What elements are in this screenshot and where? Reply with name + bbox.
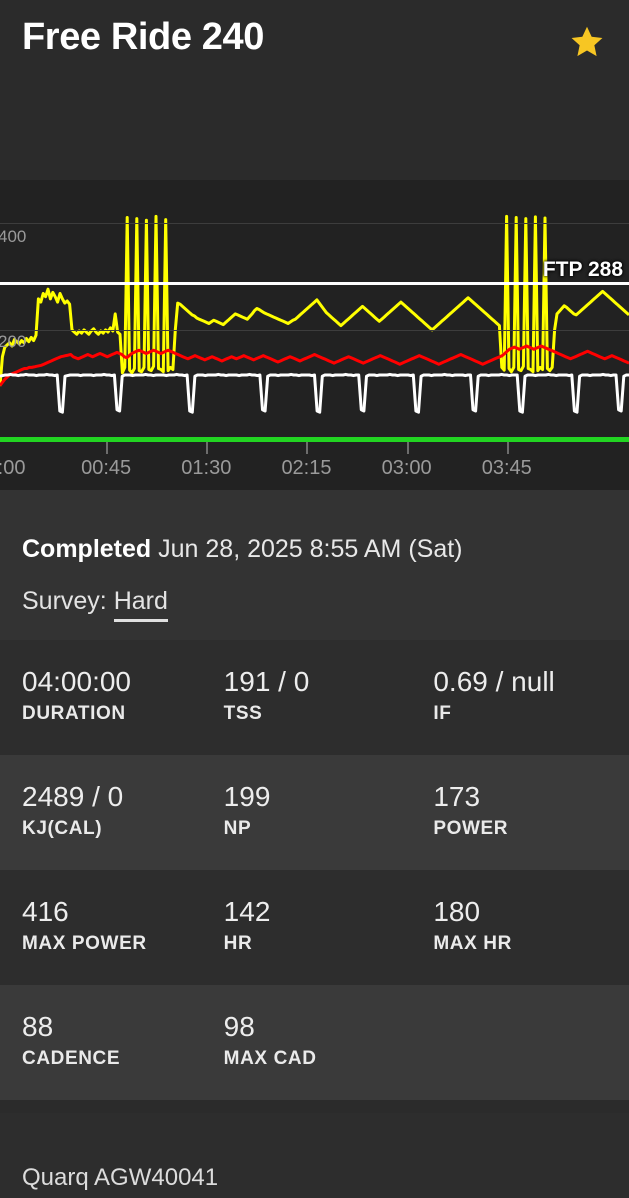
- x-axis-tick-label: 03:45: [481, 457, 532, 479]
- stat-cell-empty: [419, 985, 629, 1100]
- stat-cell-max-power: 416 MAX POWER: [0, 870, 218, 985]
- stat-label: HR: [223, 933, 253, 954]
- chart-svg: [0, 214, 629, 414]
- stat-cell-cadence: 88 CADENCE: [0, 985, 218, 1100]
- ride-chart[interactable]: 400 200 FTP 288 0:00 00:45 01:30 02:15 03:00…: [0, 180, 629, 490]
- x-axis-tick-label: 00:45: [81, 457, 132, 479]
- stat-label: TSS: [223, 703, 263, 724]
- chart-series-heart_rate: [0, 344, 629, 387]
- stat-label: DURATION: [22, 703, 126, 724]
- completed-status: Completed: [22, 535, 152, 563]
- stat-cell-tss: 191 / 0 TSS: [218, 640, 420, 755]
- stat-cell-np: 199 NP: [218, 755, 420, 870]
- stat-value: 180: [433, 896, 481, 927]
- page-title: Free Ride 240: [22, 16, 264, 58]
- survey-label: Survey:: [22, 587, 107, 615]
- x-axis-tick-label: 01:30: [181, 457, 232, 479]
- survey-value-link[interactable]: Hard: [113, 587, 168, 622]
- stat-cell-hr: 142 HR: [218, 870, 420, 985]
- footer-section: Quarq AGW40041: [0, 1113, 629, 1198]
- star-icon: [569, 24, 605, 60]
- stat-value: 416: [22, 896, 69, 927]
- x-axis: 0:00 00:45 01:30 02:15 03:00 03:45: [0, 442, 629, 490]
- stat-value: 0.69 / null: [433, 666, 555, 697]
- stat-row: 04:00:00 DURATION 191 / 0 TSS 0.69 / null IF: [0, 640, 629, 755]
- stat-label: MAX HR: [433, 933, 512, 954]
- stat-label: IF: [433, 703, 452, 724]
- ftp-label: FTP 288: [542, 257, 623, 281]
- x-axis-tick: [206, 442, 209, 454]
- survey-line: Survey: Hard: [22, 585, 168, 622]
- ftp-threshold-line: [0, 281, 629, 285]
- stat-cell-kj-cal: 2489 / 0 KJ(CAL): [0, 755, 218, 870]
- stat-row: 2489 / 0 KJ(CAL) 199 NP 173 POWER: [0, 755, 629, 870]
- stat-value: 88: [22, 1011, 54, 1042]
- stat-label: MAX CAD: [223, 1048, 317, 1069]
- stat-cell-duration: 04:00:00 DURATION: [0, 640, 218, 755]
- stat-cell-max-cad: 98 MAX CAD: [218, 985, 420, 1100]
- x-axis-tick: [406, 442, 409, 454]
- header-bar: Free Ride 240: [0, 0, 629, 180]
- stat-cell-if: 0.69 / null IF: [419, 640, 629, 755]
- x-axis-tick: [106, 442, 109, 454]
- x-axis-tick-label: 03:00: [381, 457, 432, 479]
- device-name: Quarq AGW40041: [22, 1164, 219, 1191]
- stat-value: 142: [223, 896, 271, 927]
- stat-row: 88 CADENCE 98 MAX CAD: [0, 985, 629, 1100]
- x-axis-tick-label: 02:15: [281, 457, 332, 479]
- stats-grid: 04:00:00 DURATION 191 / 0 TSS 0.69 / null IF 2…: [0, 640, 629, 1100]
- stat-value: 173: [433, 781, 481, 812]
- stat-cell-max-hr: 180 MAX HR: [419, 870, 629, 985]
- chart-series-cadence: [0, 372, 629, 414]
- stat-label: NP: [223, 818, 252, 839]
- y-axis-label-200: 200: [0, 331, 27, 351]
- activity-timeline-bar: [0, 437, 629, 442]
- x-axis-tick: [306, 442, 309, 454]
- stat-value: 199: [223, 781, 271, 812]
- stat-value: 191 / 0: [223, 666, 310, 697]
- stat-label: KJ(CAL): [22, 818, 103, 839]
- stat-value: 04:00:00: [22, 666, 131, 697]
- stat-value: 2489 / 0: [22, 781, 124, 812]
- favorite-star-button[interactable]: [567, 22, 607, 62]
- x-axis-tick: [506, 442, 509, 454]
- stat-label: POWER: [433, 818, 509, 839]
- y-axis-label-400: 400: [0, 226, 27, 246]
- chart-series-power: [0, 214, 629, 387]
- stat-cell-power: 173 POWER: [419, 755, 629, 870]
- completed-datetime: Jun 28, 2025 8:55 AM (Sat): [158, 535, 463, 563]
- stat-label: MAX POWER: [22, 933, 147, 954]
- ride-meta-section: Completed Jun 28, 2025 8:55 AM (Sat) Sur…: [0, 490, 629, 640]
- x-axis-tick-label: 0:00: [0, 457, 26, 479]
- gridline-200: [0, 329, 629, 331]
- completed-line: Completed Jun 28, 2025 8:55 AM (Sat): [22, 533, 463, 565]
- stat-label: CADENCE: [22, 1048, 121, 1069]
- chart-plot-area: [0, 180, 629, 437]
- stat-value: 98: [223, 1011, 255, 1042]
- stat-row: 416 MAX POWER 142 HR 180 MAX HR: [0, 870, 629, 985]
- gridline-400: [0, 222, 629, 224]
